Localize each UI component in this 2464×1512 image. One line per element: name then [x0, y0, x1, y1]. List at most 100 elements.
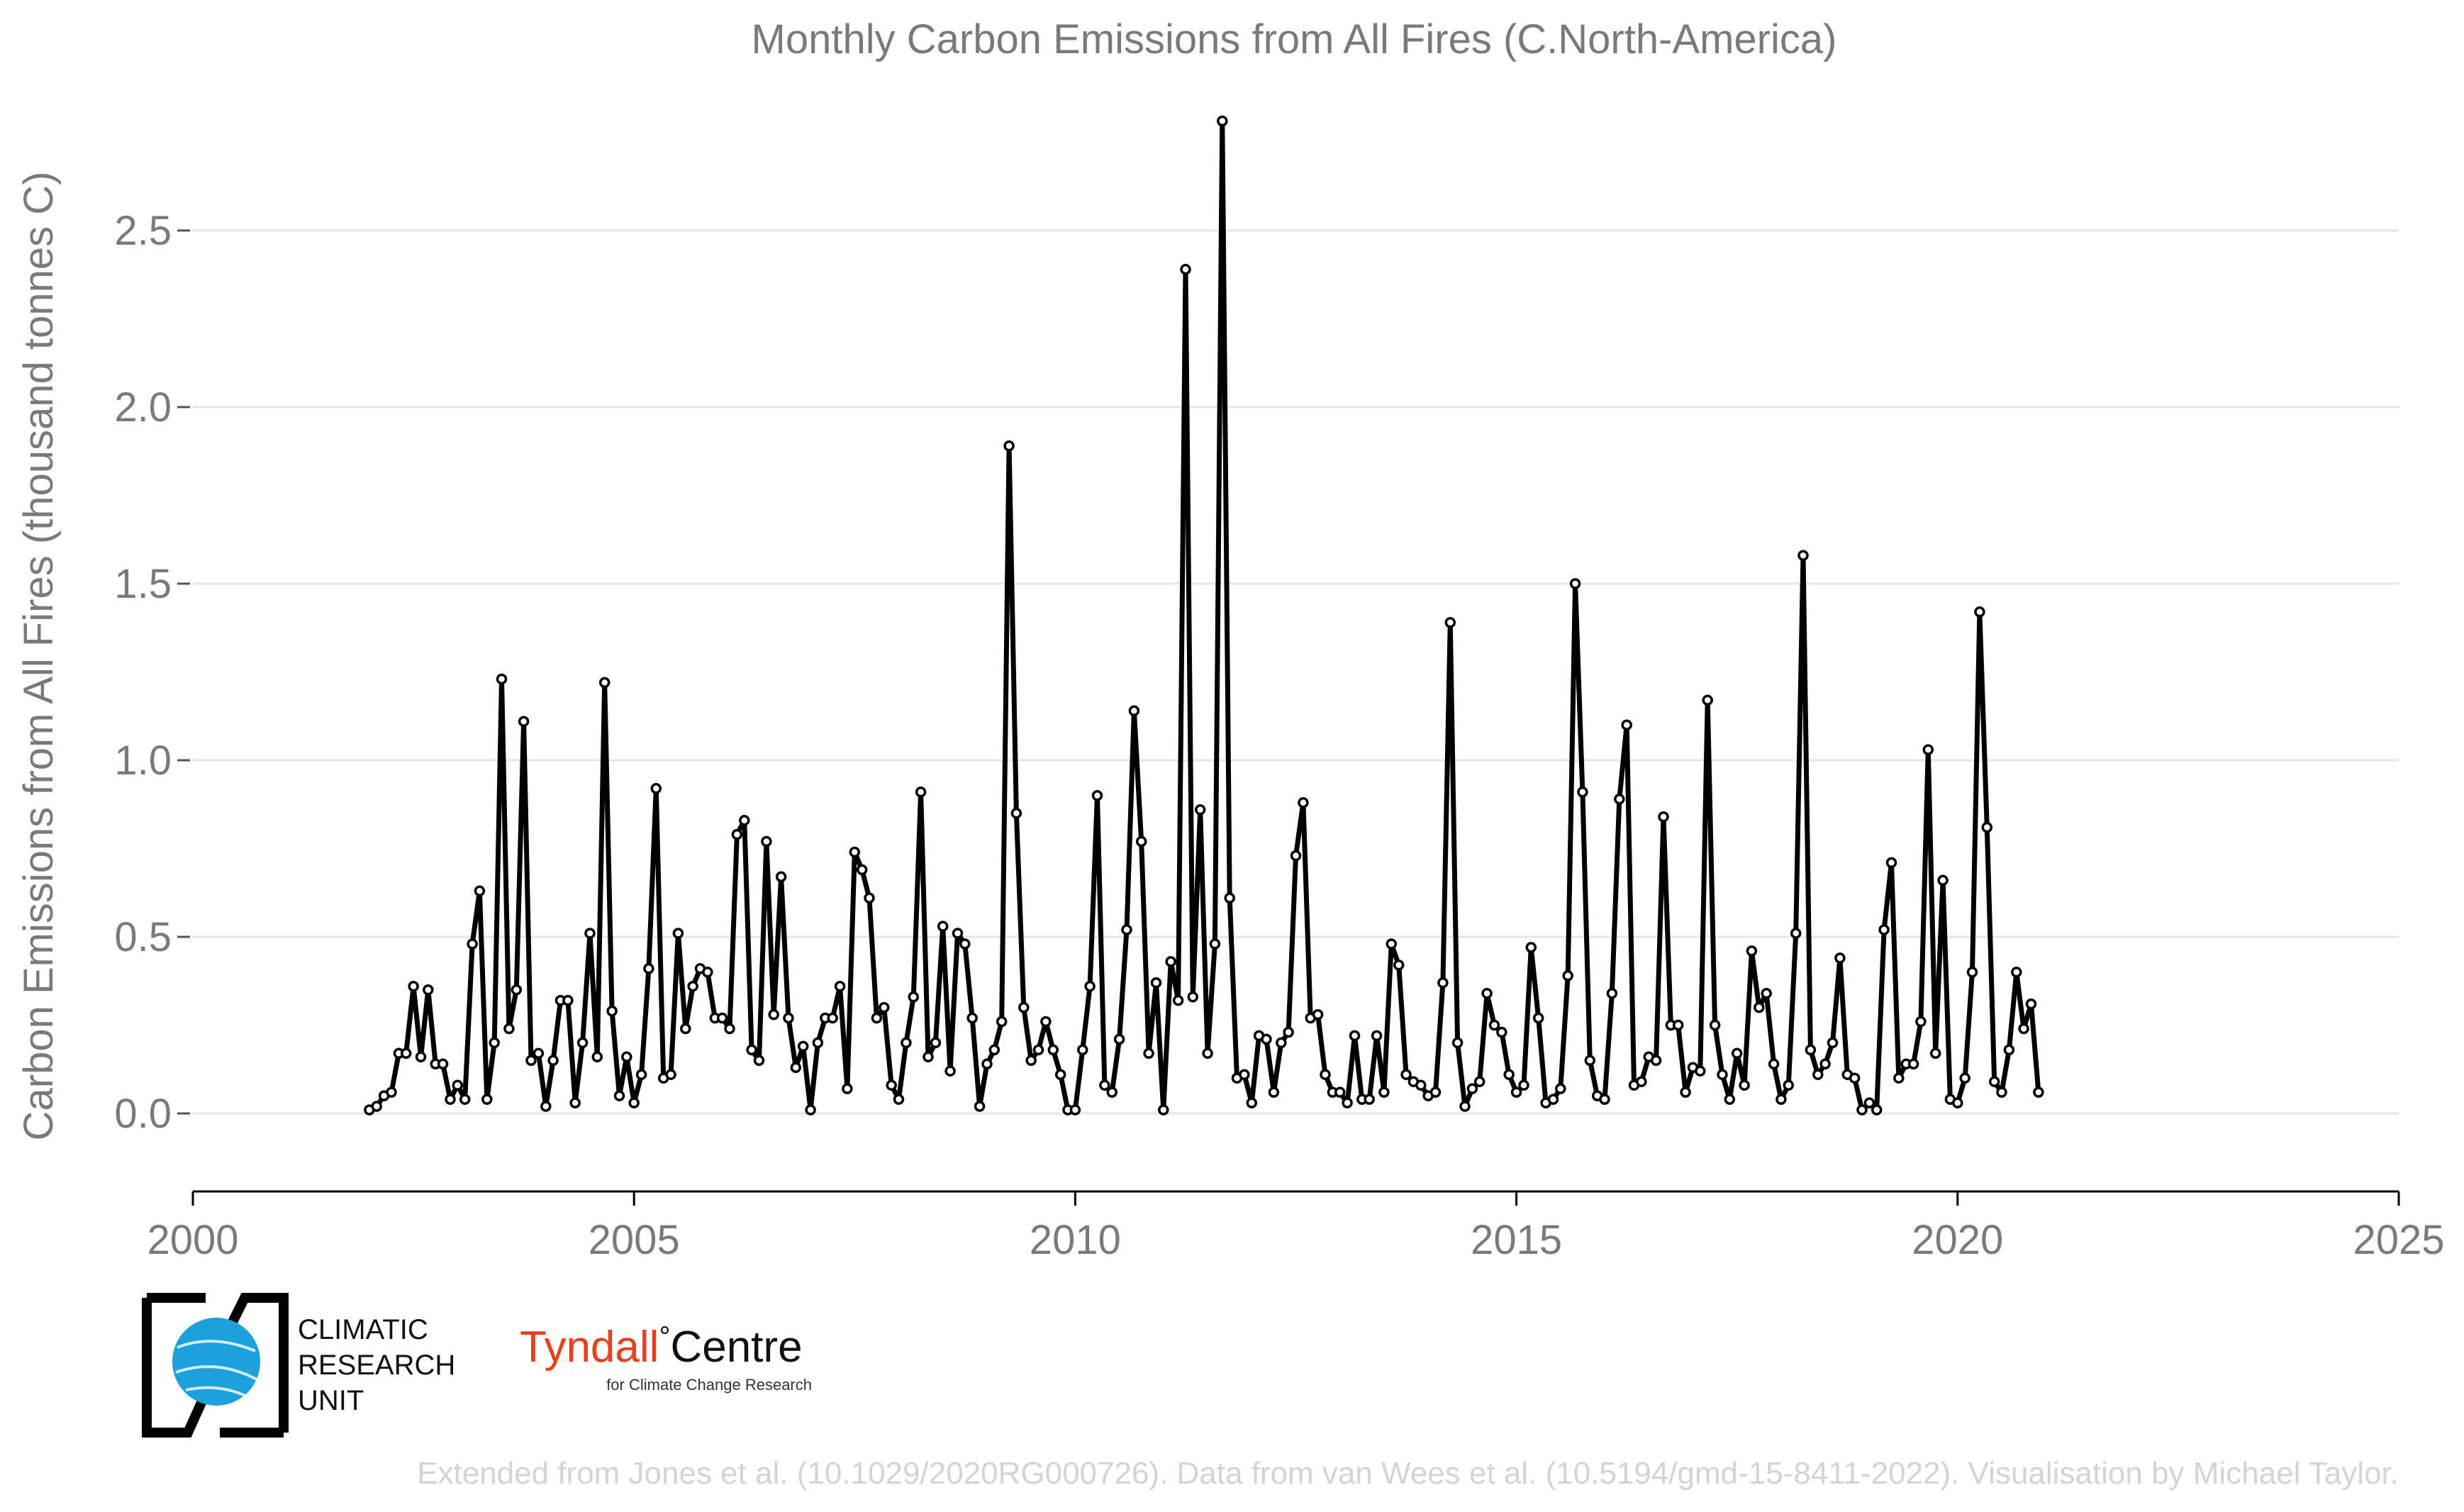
tyndall-subtitle: for Climate Change Research [606, 1376, 812, 1394]
data-point [1187, 991, 1199, 1003]
data-point [1158, 1104, 1169, 1116]
data-point [467, 938, 478, 950]
data-point [1885, 857, 1897, 869]
data-point [1010, 807, 1022, 819]
data-point [1893, 1072, 1905, 1084]
data-point [761, 835, 772, 847]
data-point [1819, 1058, 1831, 1070]
x-tick-label: 2005 [589, 1217, 680, 1263]
tyndall-centre-text: Centre [670, 1323, 802, 1372]
data-point [1312, 1008, 1324, 1021]
data-point [1349, 1030, 1361, 1042]
y-tick-label: 2.5 [114, 208, 172, 254]
x-tick-label: 2015 [1471, 1217, 1562, 1263]
data-point [790, 1062, 802, 1074]
data-point [1054, 1069, 1066, 1080]
data-point [1202, 1047, 1213, 1060]
data-point [1636, 1076, 1647, 1087]
data-point [533, 1047, 545, 1060]
data-point [1695, 1065, 1706, 1077]
data-point [576, 1037, 589, 1049]
data-point [1974, 606, 1985, 618]
data-point [753, 1055, 765, 1067]
data-point [724, 1023, 735, 1035]
data-point [1739, 1079, 1750, 1091]
data-point [797, 1040, 809, 1052]
data-point [437, 1058, 449, 1070]
data-point [1135, 835, 1147, 847]
y-tick-label: 1.0 [114, 738, 172, 784]
data-point [635, 1069, 647, 1080]
data-point [1334, 1086, 1346, 1098]
data-point [1871, 1104, 1883, 1116]
y-tick-label: 0.0 [114, 1091, 172, 1137]
data-point [959, 938, 971, 950]
data-point [1481, 987, 1493, 999]
data-point [1996, 1086, 2007, 1098]
series-layer [364, 115, 2044, 1116]
data-point [1856, 1104, 1868, 1116]
data-point [1217, 115, 1228, 127]
data-point [400, 1047, 412, 1060]
data-point [1393, 960, 1405, 971]
data-point [1451, 1037, 1464, 1049]
data-point [1599, 1094, 1610, 1105]
data-point [1754, 1001, 1765, 1013]
data-point [1621, 719, 1632, 730]
data-point [1400, 1069, 1412, 1080]
data-point [1503, 1069, 1515, 1080]
data-point [672, 928, 684, 939]
data-point [1113, 1033, 1125, 1045]
cru-text-line3: UNIT [298, 1385, 364, 1416]
data-point [511, 984, 523, 996]
data-point [1929, 1047, 1941, 1060]
data-point [915, 786, 927, 798]
data-point [1143, 1047, 1154, 1060]
chart-title: Monthly Carbon Emissions from All Fires … [752, 16, 1837, 62]
data-point [598, 677, 611, 689]
x-tick-label: 2010 [1030, 1217, 1121, 1263]
cru-text-line2: RESEARCH [298, 1350, 455, 1381]
data-point [1018, 1001, 1030, 1013]
data-point [584, 928, 596, 939]
tyndall-degree: ° [659, 1321, 670, 1352]
data-point [930, 1037, 942, 1049]
data-point [1069, 1104, 1081, 1116]
data-point [1077, 1044, 1088, 1056]
series-line [368, 118, 2041, 1113]
data-point [1099, 1079, 1110, 1091]
data-point [1937, 874, 1949, 886]
data-point [1320, 1069, 1331, 1080]
data-point [1981, 821, 1993, 833]
data-point [922, 1051, 934, 1063]
globe-icon [172, 1318, 260, 1406]
data-point [1298, 797, 1309, 808]
data-point [1650, 1055, 1662, 1067]
data-point [1761, 987, 1772, 999]
data-point [1562, 970, 1573, 982]
data-point [569, 1097, 581, 1108]
data-point [1378, 1086, 1390, 1098]
data-point [1907, 1058, 1919, 1070]
data-point [1276, 1037, 1287, 1049]
data-point [2025, 998, 2037, 1010]
data-point [1849, 1072, 1861, 1084]
data-point [944, 1065, 956, 1077]
data-point [415, 1051, 427, 1063]
data-point [423, 984, 434, 996]
data-point [952, 928, 964, 939]
data-point [739, 814, 750, 826]
data-point [1040, 1016, 1052, 1028]
data-point [496, 673, 508, 685]
data-point [775, 871, 787, 883]
data-point [2003, 1044, 2015, 1056]
data-point [1672, 1019, 1684, 1031]
data-point [628, 1097, 640, 1108]
data-point [1658, 811, 1669, 823]
data-point [1437, 977, 1449, 989]
data-point [1194, 804, 1206, 816]
data-point [1680, 1086, 1691, 1098]
credit-line: Extended from Jones et al. (10.1029/2020… [417, 1456, 2399, 1491]
data-point [1709, 1019, 1721, 1031]
data-point [1702, 694, 1713, 706]
